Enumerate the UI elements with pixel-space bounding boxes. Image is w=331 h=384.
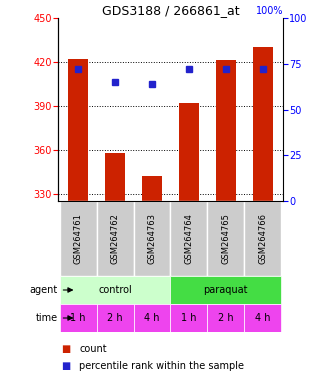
Text: 2 h: 2 h [107, 313, 123, 323]
Bar [244, 304, 281, 332]
Title: GDS3188 / 266861_at: GDS3188 / 266861_at [102, 4, 239, 17]
Text: time: time [36, 313, 58, 323]
Bar [207, 304, 244, 332]
Bar [97, 304, 134, 332]
Text: GSM264766: GSM264766 [258, 213, 267, 264]
Bar [60, 201, 97, 276]
Bar [68, 59, 88, 201]
Bar [170, 201, 207, 276]
Bar [253, 47, 273, 201]
Text: 1 h: 1 h [71, 313, 86, 323]
Text: ■: ■ [61, 344, 71, 354]
Bar [179, 103, 199, 201]
Text: GSM264761: GSM264761 [74, 213, 83, 264]
Text: GSM264765: GSM264765 [221, 213, 230, 264]
Text: count: count [79, 344, 107, 354]
Text: agent: agent [30, 285, 58, 295]
Bar [134, 304, 170, 332]
Text: 4 h: 4 h [255, 313, 270, 323]
Bar [170, 276, 281, 304]
Text: GSM264763: GSM264763 [148, 213, 157, 264]
Text: 4 h: 4 h [144, 313, 160, 323]
Bar [244, 201, 281, 276]
Text: control: control [98, 285, 132, 295]
Text: percentile rank within the sample: percentile rank within the sample [79, 361, 244, 371]
Bar [105, 153, 125, 201]
Bar [60, 276, 170, 304]
Text: 2 h: 2 h [218, 313, 234, 323]
Text: GSM264762: GSM264762 [111, 213, 119, 264]
Bar [207, 201, 244, 276]
Bar [60, 304, 97, 332]
Bar [134, 201, 170, 276]
Text: GSM264764: GSM264764 [184, 213, 193, 264]
Bar [142, 176, 162, 201]
Text: paraquat: paraquat [204, 285, 248, 295]
Text: 1 h: 1 h [181, 313, 197, 323]
Text: 100%: 100% [256, 6, 283, 16]
Text: ■: ■ [61, 361, 71, 371]
Bar [97, 201, 134, 276]
Bar [216, 60, 236, 201]
Bar [170, 304, 207, 332]
